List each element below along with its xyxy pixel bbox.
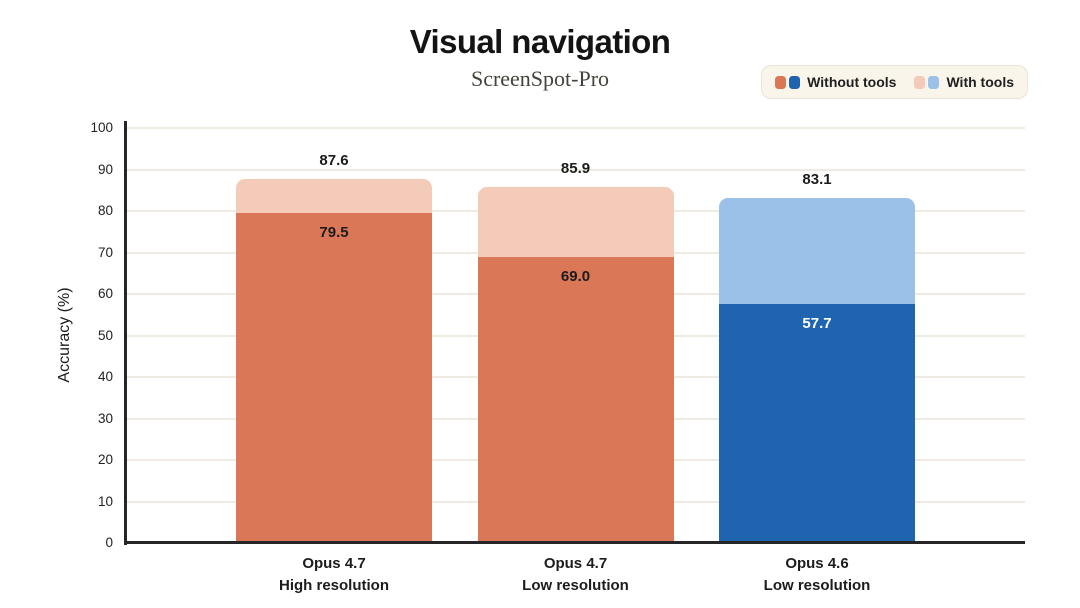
gridline: [126, 127, 1025, 129]
y-tick-label: 40: [97, 369, 113, 384]
y-tick-label: 50: [97, 327, 113, 343]
y-tick-label: 0: [105, 535, 113, 550]
y-tick-label: 20: [97, 452, 113, 467]
y-tick-label: 90: [97, 161, 113, 177]
legend: Without tools With tools: [761, 65, 1028, 99]
y-tick-label: 100: [90, 120, 113, 135]
x-category-line2: Low resolution: [522, 577, 629, 594]
legend-swatch: [928, 75, 940, 89]
y-tick-label: 70: [97, 244, 113, 260]
bar-inner-label: 57.7: [802, 314, 832, 332]
bar-total-label: 87.6: [319, 152, 349, 170]
legend-item: Without tools: [775, 74, 896, 90]
legend-swatch: [775, 75, 787, 89]
x-category-line1: Opus 4.6: [785, 555, 849, 572]
y-tick-label: 30: [97, 410, 113, 426]
bar-total-label: 85.9: [560, 159, 591, 177]
x-category-label: Opus 4.7 High resolution: [219, 553, 449, 597]
legend-item: With tools: [914, 74, 1014, 90]
y-tick-label: 10: [97, 493, 113, 509]
legend-swatch: [789, 75, 801, 89]
chart-title: Visual navigation: [409, 23, 671, 60]
x-category-label: Opus 4.7 Low resolution: [461, 553, 691, 597]
y-axis-line: [124, 121, 127, 545]
legend-swatch: [914, 75, 926, 89]
x-category-line1: Opus 4.7: [302, 555, 366, 572]
x-category-line2: High resolution: [279, 577, 389, 594]
bar-segment-without-tools: [719, 303, 915, 543]
bar-segment-without-tools: [236, 213, 432, 543]
x-category-label: Opus 4.6 Low resolution: [702, 553, 932, 597]
bar-inner-label: 79.5: [319, 224, 349, 242]
y-tick-label: 60: [97, 286, 113, 301]
chart-header: Visual navigation ScreenSpot-Pro: [0, 22, 1080, 92]
bar-inner-label: 69.0: [560, 267, 591, 285]
x-category-line2: Low resolution: [763, 577, 871, 594]
bar-segment-without-tools: [477, 256, 674, 543]
bar-total-label: 83.1: [802, 171, 832, 189]
legend-swatch-pair: [775, 75, 801, 89]
legend-item-label: With tools: [946, 74, 1014, 90]
legend-swatch-pair: [914, 75, 940, 89]
x-axis-line: [124, 541, 1025, 544]
x-category-line1: Opus 4.7: [543, 555, 608, 572]
chart-subtitle: ScreenSpot-Pro: [470, 66, 610, 91]
gridline: [126, 168, 1025, 171]
legend-item-label: Without tools: [807, 74, 897, 90]
y-tick-label: 80: [97, 203, 113, 218]
